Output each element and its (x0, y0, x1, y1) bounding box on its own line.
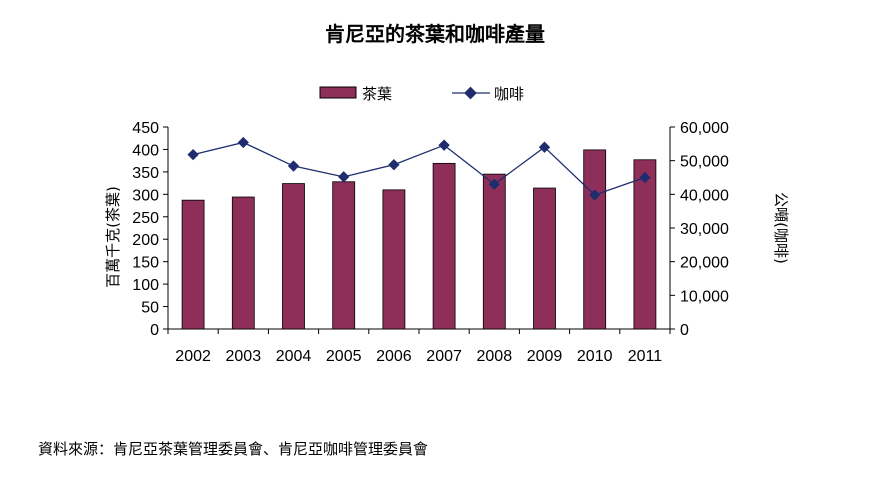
y-right-tick-label: 30,000 (680, 221, 729, 238)
x-tick-label: 2006 (376, 348, 412, 365)
y-right-tick-label: 0 (680, 322, 689, 339)
legend-coffee-label: 咖啡 (494, 85, 524, 103)
y-left-tick-label: 0 (150, 322, 159, 339)
y-left-tick-label: 300 (132, 187, 159, 204)
plot-area: 0 50 100 150 200 250 300 350 400 450 0 10,000 20,000… (132, 120, 729, 365)
point-coffee (488, 178, 500, 190)
point-coffee (639, 171, 651, 184)
y-right-tick-label: 10,000 (680, 288, 729, 305)
y-left-tick-label: 250 (132, 210, 159, 227)
bar-tea (231, 196, 255, 330)
point-coffee (187, 148, 199, 161)
y-right-tick-label: 40,000 (680, 187, 729, 204)
x-tick-label: 2002 (175, 348, 211, 365)
legend-coffee-marker (464, 86, 477, 100)
y-left-tick-label: 50 (141, 300, 159, 317)
bar-tea (382, 189, 406, 330)
y-left-axis-title: 百萬千克(茶葉) (104, 186, 122, 288)
x-tick-label: 2010 (577, 348, 613, 365)
legend: 茶葉 咖啡 (319, 85, 524, 103)
y-right-axis-title: 公噸(咖啡) (772, 192, 790, 264)
bar-tea (432, 162, 456, 330)
bar-tea (533, 187, 556, 330)
y-left-tick-label: 100 (132, 277, 159, 294)
point-coffee (338, 171, 350, 183)
bar-tea (332, 181, 356, 330)
bar-tea (282, 183, 305, 330)
legend-tea-swatch (319, 86, 357, 99)
x-tick-label: 2008 (477, 348, 513, 365)
x-tick-label: 2004 (276, 348, 312, 365)
point-coffee (287, 160, 300, 172)
y-left-tick-label: 450 (132, 120, 159, 137)
bar-tea (482, 173, 506, 330)
chart-title: 肯尼亞的茶葉和咖啡產量 (325, 22, 545, 46)
y-right-tick-label: 60,000 (680, 120, 729, 137)
y-right-tick-label: 20,000 (680, 255, 729, 272)
x-tick-label: 2009 (527, 348, 563, 365)
bar-tea (583, 149, 607, 330)
y-left-tick-label: 150 (132, 255, 159, 272)
point-coffee (237, 136, 249, 149)
x-tick-label: 2007 (426, 348, 462, 365)
y-right-tick-label: 50,000 (680, 154, 729, 171)
point-coffee (589, 189, 601, 201)
bar-tea (633, 159, 657, 330)
source-note: 資料來源：肯尼亞茶葉管理委員會、肯尼亞咖啡管理委員會 (38, 440, 429, 458)
legend-tea-label: 茶葉 (362, 85, 392, 103)
x-tick-label: 2003 (226, 348, 262, 365)
x-tick-label: 2005 (326, 348, 362, 365)
point-coffee (388, 159, 400, 171)
point-coffee (438, 139, 450, 151)
bar-tea (181, 199, 205, 330)
x-tick-label: 2011 (628, 348, 663, 365)
line-coffee (192, 141, 646, 196)
y-left-tick-label: 400 (132, 142, 159, 159)
point-coffee (538, 141, 551, 153)
y-left-tick-label: 350 (132, 165, 159, 182)
y-left-tick-label: 200 (132, 232, 159, 249)
